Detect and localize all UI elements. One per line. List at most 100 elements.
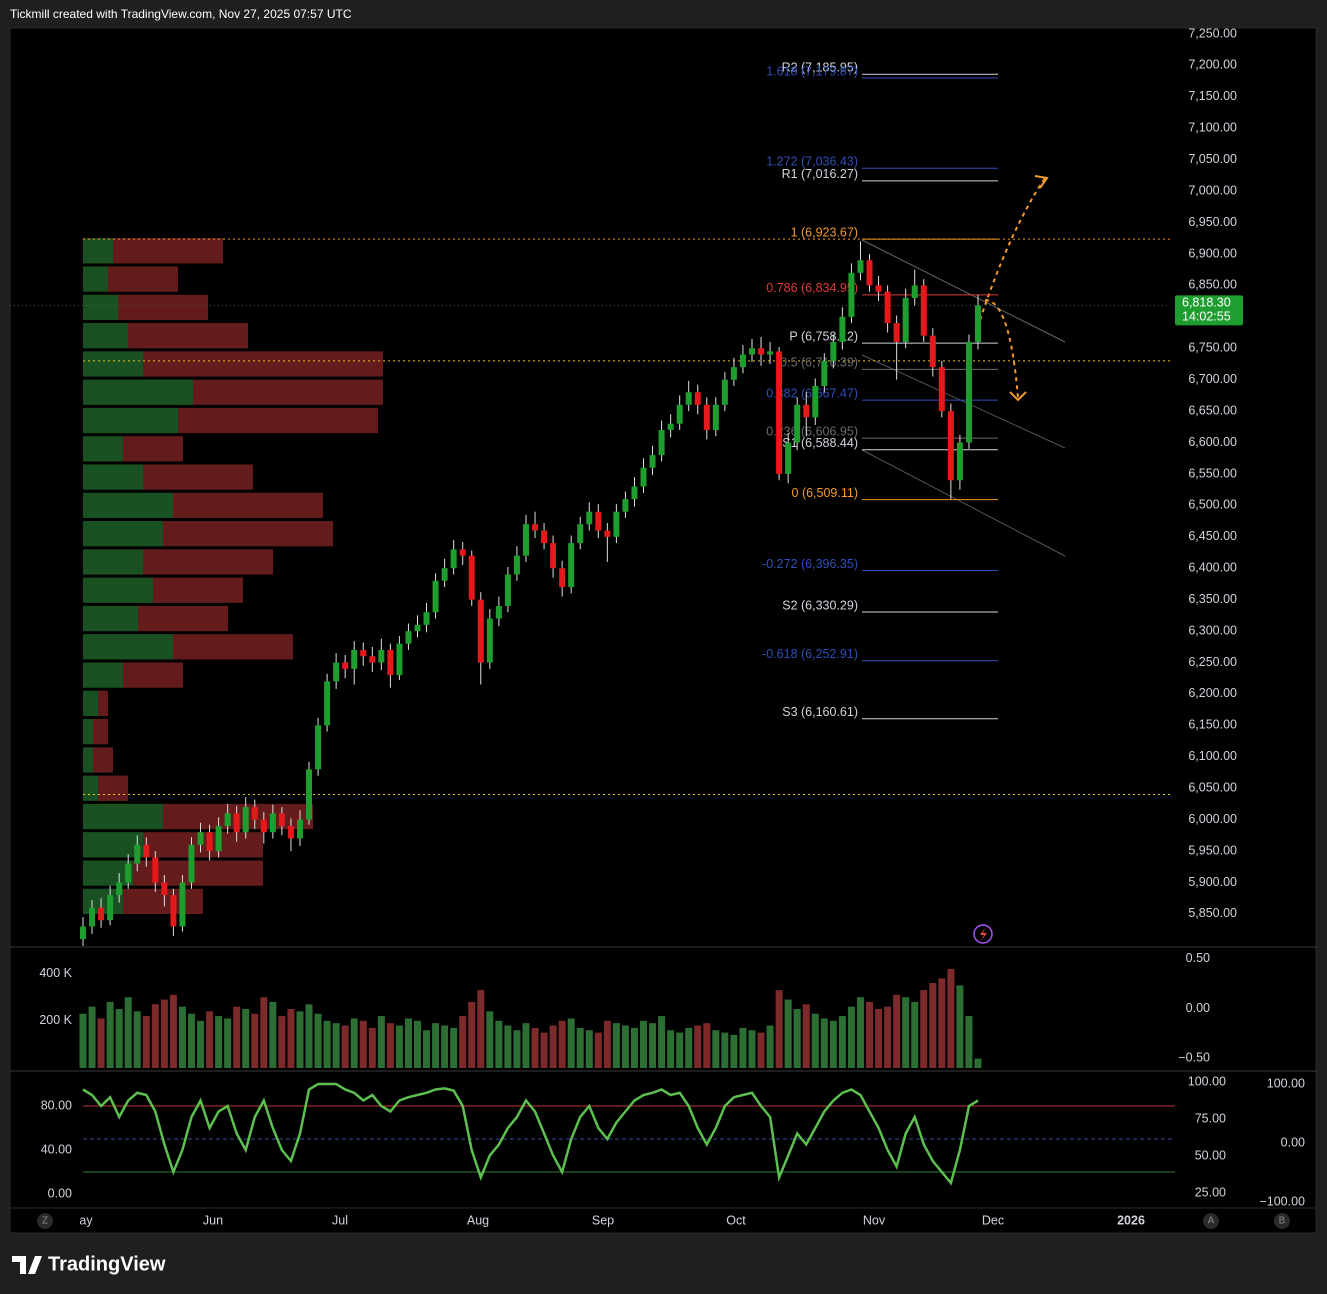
volume-bar: [115, 1009, 123, 1068]
volume-bar: [911, 1001, 919, 1068]
candle-body: [550, 543, 557, 569]
profile-down: [138, 605, 228, 632]
candle-body: [812, 385, 819, 418]
y-tick-label: 6,650.00: [1188, 403, 1237, 417]
candle-body: [450, 549, 457, 569]
x-tick-label: Nov: [863, 1213, 886, 1227]
axis-button-label: Z: [42, 1216, 48, 1227]
volume-bar: [920, 990, 928, 1068]
volume-bar: [368, 1027, 376, 1068]
volume-bar: [287, 1009, 295, 1068]
axis-button-label: B: [1279, 1216, 1286, 1227]
candle-body: [758, 348, 765, 355]
oscillator-tick: 80.00: [41, 1098, 72, 1112]
candle-body: [278, 813, 285, 826]
y-tick-label: 6,950.00: [1188, 215, 1237, 229]
volume-bar: [269, 1001, 277, 1068]
volume-bar: [513, 1030, 521, 1068]
volume-bar: [811, 1013, 819, 1068]
candle-body: [260, 819, 267, 833]
volume-bar: [386, 1023, 394, 1068]
volume-bar: [721, 1032, 729, 1068]
profile-down: [123, 436, 183, 462]
profile-down: [93, 719, 108, 745]
candle-body: [541, 530, 548, 544]
volume-bar: [404, 1018, 412, 1068]
volume-bar: [88, 1006, 96, 1068]
volume-bar: [612, 1023, 620, 1068]
alert-icon[interactable]: [973, 924, 993, 944]
projection-down: [984, 299, 1019, 399]
candle-body: [324, 681, 331, 726]
profile-up: [83, 492, 173, 519]
axis-button[interactable]: [1203, 1213, 1219, 1229]
candle-body: [432, 580, 439, 613]
volume-bar: [477, 990, 485, 1068]
profile-down: [123, 662, 183, 688]
candle-body: [495, 605, 502, 619]
candle-body: [884, 291, 891, 324]
volume-bar: [441, 1025, 449, 1068]
brand: TradingView: [48, 1253, 166, 1275]
oscillator-right-tick: 100.00: [1188, 1074, 1226, 1088]
oscillator-right-tick-2: −100.00: [1259, 1194, 1305, 1208]
profile-up: [83, 747, 93, 773]
candle-body: [712, 404, 719, 430]
y-tick-label: 6,000.00: [1188, 812, 1237, 826]
y-tick-label: 7,000.00: [1188, 183, 1237, 197]
volume-bar: [829, 1020, 837, 1068]
axis-button[interactable]: [37, 1213, 53, 1229]
level-label: S3 (6,160.61): [782, 705, 858, 719]
volume-bar: [621, 1025, 629, 1068]
volume-bar: [323, 1020, 331, 1068]
volume-bar: [667, 1030, 675, 1068]
trend-line: [861, 354, 1066, 449]
profile-up: [83, 351, 143, 377]
candle-body: [730, 367, 737, 380]
profile-down: [173, 492, 323, 519]
oscillator-tick: 0.00: [48, 1186, 72, 1200]
volume-bar: [97, 1018, 105, 1068]
profile-up: [83, 605, 138, 632]
volume-bar: [694, 1025, 702, 1068]
y-tick-label: 6,600.00: [1188, 435, 1237, 449]
candle-body: [423, 612, 430, 625]
profile-up: [83, 690, 98, 717]
candle-body: [486, 618, 493, 663]
volume-bar: [965, 1016, 973, 1068]
candle-body: [956, 442, 963, 481]
profile-up: [83, 323, 128, 349]
volume-bar: [938, 978, 946, 1068]
profile-up: [83, 464, 143, 490]
volume-bar: [413, 1020, 421, 1068]
candle-body: [170, 895, 177, 927]
countdown: 14:02:55: [1182, 310, 1231, 324]
volume-bar: [423, 1030, 431, 1068]
volume-bar: [866, 1001, 874, 1068]
level-label: 0.5 (6,716.39): [780, 356, 858, 370]
x-tick-label: Dec: [982, 1213, 1004, 1227]
y-tick-label: 5,950.00: [1188, 843, 1237, 857]
candle-body: [667, 423, 674, 430]
trend-line: [861, 239, 1066, 343]
candle-body: [387, 649, 394, 676]
candle-body: [893, 323, 900, 342]
volume-bar: [757, 1032, 765, 1068]
axis-button[interactable]: [1274, 1213, 1290, 1229]
candle-body: [875, 285, 882, 292]
profile-down: [143, 464, 253, 490]
volume-bar: [685, 1027, 693, 1068]
candle-body: [703, 404, 710, 430]
candle-body: [441, 568, 448, 581]
volume-bar: [224, 1018, 232, 1068]
volume-right-tick: −0.50: [1178, 1050, 1210, 1064]
volume-bar: [296, 1011, 304, 1068]
volume-bar: [106, 1001, 114, 1068]
volume-bar: [567, 1018, 575, 1068]
candle-body: [586, 511, 593, 525]
candle-body: [125, 863, 132, 883]
y-tick-label: 6,300.00: [1188, 623, 1237, 637]
candle-body: [721, 379, 728, 405]
level-label: 1 (6,923.67): [791, 225, 858, 239]
y-tick-label: 6,400.00: [1188, 561, 1237, 575]
